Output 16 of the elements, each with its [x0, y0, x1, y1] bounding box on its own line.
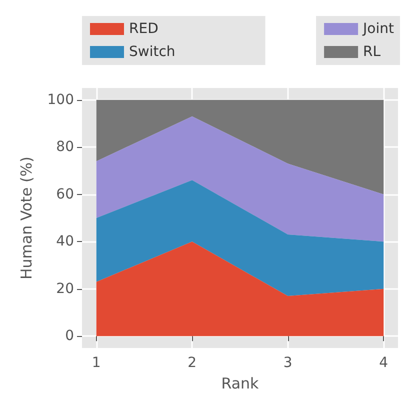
y-tick-label: 20: [56, 280, 74, 297]
y-tick-label: 40: [56, 234, 74, 250]
legend-label: RL: [363, 44, 381, 60]
x-tick-label: 3: [283, 355, 292, 371]
y-tick-label: 60: [56, 186, 74, 202]
y-axis-title: Human Vote (%): [18, 156, 36, 280]
x-tick-label: 1: [92, 355, 101, 371]
y-tick-label: 0: [65, 328, 74, 344]
y-tick-label: 100: [47, 92, 74, 108]
x-tick-label: 4: [379, 355, 388, 371]
legend-label: Switch: [129, 44, 176, 60]
y-tick-label: 80: [56, 139, 74, 156]
legend-label: RED: [129, 21, 158, 37]
legend-label: Joint: [362, 21, 395, 37]
x-tick-label: 2: [188, 355, 197, 371]
x-axis-title: Rank: [221, 374, 260, 392]
